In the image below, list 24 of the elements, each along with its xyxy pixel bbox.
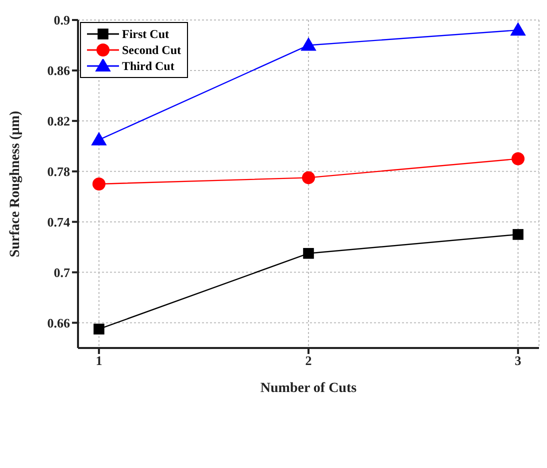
legend-label: First Cut bbox=[122, 26, 169, 42]
y-tick-label: 0.74 bbox=[47, 214, 70, 230]
y-tick-label: 0.66 bbox=[47, 315, 70, 330]
legend-label: Second Cut bbox=[122, 42, 182, 58]
point bbox=[510, 22, 526, 36]
point bbox=[301, 38, 316, 51]
legend-label: Third Cut bbox=[122, 58, 174, 74]
point bbox=[303, 248, 314, 259]
x-tick-label: 1 bbox=[96, 353, 102, 368]
y-tick-label: 0.78 bbox=[47, 164, 70, 179]
y-axis-title: Surface Roughness (μm) bbox=[8, 110, 23, 258]
y-tick-label: 0.82 bbox=[47, 114, 70, 129]
x-tick-label: 2 bbox=[305, 353, 312, 368]
point bbox=[91, 132, 106, 146]
point bbox=[92, 178, 106, 190]
y-tick-label: 0.7 bbox=[54, 264, 70, 280]
y-tick-label: 0.9 bbox=[54, 12, 70, 28]
point bbox=[302, 171, 315, 184]
x-tick-label: 3 bbox=[514, 353, 522, 368]
y-tick-label: 0.86 bbox=[47, 63, 70, 78]
point bbox=[94, 324, 104, 334]
point bbox=[512, 152, 525, 166]
point bbox=[512, 229, 524, 240]
x-axis-title: Number of Cuts bbox=[260, 381, 358, 396]
